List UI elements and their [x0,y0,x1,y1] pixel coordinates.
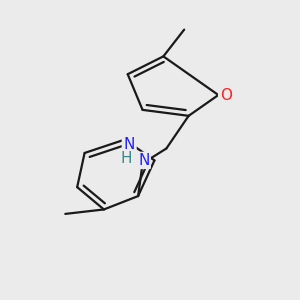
Text: N: N [124,136,135,152]
Text: O: O [220,88,232,103]
Text: H: H [121,152,132,166]
Text: N: N [138,153,150,168]
